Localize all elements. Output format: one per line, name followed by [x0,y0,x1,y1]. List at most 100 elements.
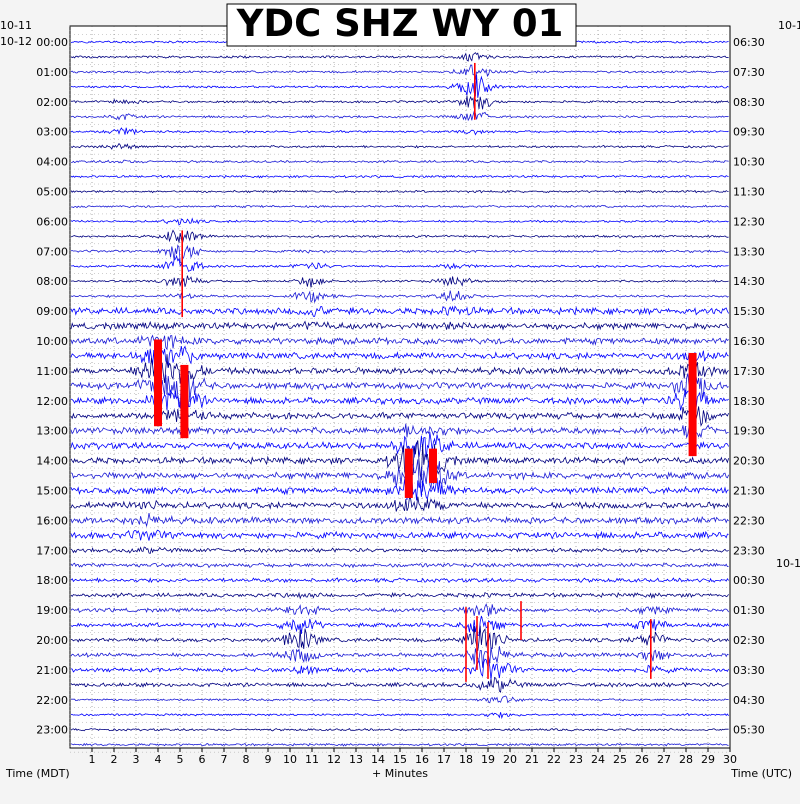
trace-row [70,676,729,693]
left-hour-label: 22:00 [36,694,68,707]
left-hour-labels: 00:00 01:00 02:00 03:00 04:00 05:00 06:00 07:00… [36,36,68,737]
left-hour-label: 23:00 [36,724,68,737]
trace-row [70,217,729,226]
trace-row [70,345,729,371]
trace-row [70,110,729,122]
left-hour-label: 18:00 [36,574,68,587]
trace-row [70,159,729,164]
left-hour-label: 17:00 [36,544,68,557]
left-hour-label: 06:00 [36,215,68,228]
trace-row [70,477,729,501]
left-hour-label: 14:00 [36,455,68,468]
x-tick-label: 11 [305,753,319,766]
x-tick-label: 4 [155,753,162,766]
right-hour-label: 12:30 [733,215,765,228]
trace-row [70,562,729,569]
x-tick-label: 12 [327,753,341,766]
chart-title: YDC SHZ WY 01 [236,2,564,45]
x-tick-label: 22 [547,753,561,766]
right-hour-label: 03:30 [733,664,765,677]
trace-row [70,615,729,637]
trace-row [70,142,729,150]
trace-row [70,625,729,651]
x-tick-label: 26 [635,753,649,766]
right-hour-label: 00:30 [733,574,765,587]
trace-row [70,529,729,541]
trace-row [70,742,729,747]
x-tick-label: 9 [265,753,272,766]
trace-row [70,244,729,265]
trace-row [70,431,729,460]
trace-row [70,727,729,732]
x-tick-label: 2 [111,753,118,766]
x-axis-ticks: 1 2 3 4 5 6 7 8 9 10 11 12 13 14 15 16 17 18 19 20 21 22 23 24 2… [89,748,737,766]
x-tick-label: 27 [657,753,671,766]
clipped-segment [154,339,162,427]
right-hour-label: 02:30 [733,634,765,647]
left-hour-label: 21:00 [36,664,68,677]
trace-row [70,204,729,209]
trace-row [70,174,729,179]
left-hour-label: 07:00 [36,245,68,258]
left-hour-label: 12:00 [36,395,68,408]
trace-row [70,64,729,80]
clipped-segment [429,448,437,484]
trace-row [70,712,729,720]
right-hour-label: 06:30 [733,36,765,49]
right-hour-label: 11:30 [733,186,765,199]
right-date-prev: 10-1 [778,19,800,32]
left-hour-label: 05:00 [36,186,68,199]
x-tick-label: 18 [459,753,473,766]
x-tick-label: 24 [591,753,605,766]
right-hour-label: 05:30 [733,724,765,737]
right-hour-label: 17:30 [733,365,765,378]
x-tick-label: 3 [133,753,140,766]
left-axis-label: Time (MDT) [5,767,70,780]
trace-row [70,334,729,352]
trace-row [70,229,729,245]
trace-row [70,577,729,584]
trace-row [70,646,729,668]
trace-row [71,695,729,704]
trace-row [70,459,729,492]
trace-row [70,275,729,288]
trace-row [70,95,729,110]
left-hour-label: 03:00 [36,126,68,139]
clipped-segment [688,352,697,457]
left-hour-label: 13:00 [36,425,68,438]
right-hour-label: 18:30 [733,395,765,408]
right-hour-label: 20:30 [733,455,765,468]
right-hour-label: 09:30 [733,126,765,139]
x-tick-label: 29 [701,753,715,766]
clip-layer [154,62,697,682]
right-hour-label: 04:30 [733,694,765,707]
trace-row [70,290,729,304]
trace-row [70,513,729,528]
right-hour-label: 16:30 [733,335,765,348]
right-hour-label: 14:30 [733,275,765,288]
left-date-first: 10-12 [0,35,32,48]
x-tick-label: 8 [243,753,250,766]
right-hour-label: 22:30 [733,514,765,527]
right-hour-label: 21:30 [733,485,765,498]
left-hour-label: 15:00 [36,485,68,498]
right-axis-label: Time (UTC) [730,767,792,780]
left-hour-label: 09:00 [36,305,68,318]
left-hour-label: 16:00 [36,514,68,527]
left-hour-label: 01:00 [36,66,68,79]
left-hour-label: 04:00 [36,156,68,169]
right-hour-labels: 06:30 07:30 08:30 09:30 10:30 11:30 12:30 13:30… [733,36,765,737]
left-date-prev: 10-11 [0,19,32,32]
right-hour-label: 23:30 [733,544,765,557]
trace-row [70,440,729,480]
right-hour-label: 15:30 [733,305,765,318]
x-tick-label: 13 [349,753,363,766]
trace-row [70,52,729,62]
left-hour-label: 20:00 [36,634,68,647]
left-hour-label: 08:00 [36,275,68,288]
left-hour-label: 19:00 [36,604,68,617]
right-hour-label: 07:30 [733,66,765,79]
left-hour-label: 11:00 [36,365,68,378]
left-hour-label: 10:00 [36,335,68,348]
right-hour-label: 19:30 [733,425,765,438]
